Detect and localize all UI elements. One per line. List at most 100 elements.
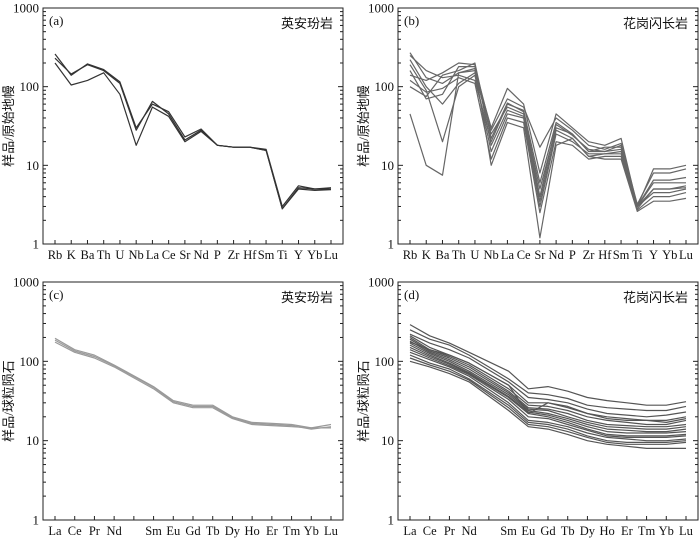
y-tick-label: 10 [26,158,39,173]
series-line-7 [409,77,687,214]
x-tick-label: Sm [145,524,162,538]
x-tick-label: Er [266,524,279,538]
x-tick-label: Hf [243,248,257,262]
x-tick-label: Ho [600,524,615,538]
x-tick-label: Tm [283,524,301,538]
x-tick-label: Ho [245,524,260,538]
series-line-2 [409,329,687,412]
y-tick-label: 1 [388,237,395,252]
series-line-4 [409,64,687,208]
series-line-8 [409,342,687,433]
plot-frame [42,7,344,245]
x-tick-label: Rb [48,248,63,262]
series-line-9 [409,67,687,239]
panel-title: 花岗闪长岩 [623,16,688,31]
x-tick-label: La [146,248,160,262]
x-tick-label: Er [621,524,634,538]
y-tick-label: 100 [375,354,395,369]
x-tick-label: Ba [436,248,450,262]
panel-title: 英安玢岩 [281,16,333,31]
series-line-9 [409,344,687,434]
x-tick-label: Yb [659,524,674,538]
x-tick-label: Lu [679,524,694,538]
x-tick-label: Sm [613,248,630,262]
x-tick-label: U [115,248,124,262]
x-tick-label: La [403,524,417,538]
panel-title: 英安玢岩 [281,290,333,305]
panel-tag: (a) [49,13,63,28]
x-tick-label: Hf [598,248,612,262]
series-line-13 [409,354,687,443]
y-tick-label: 1 [388,513,395,528]
panel-tag: (c) [49,287,63,302]
x-tick-label: Ce [68,524,82,538]
y-axis-label: 样品/球粒陨石 [1,360,16,442]
x-tick-label: Zr [228,248,241,262]
x-tick-label: Eu [521,524,536,538]
y-axis-label: 样品/原始地幔 [1,85,16,167]
series-line-1 [409,324,687,406]
x-tick-label: Dy [580,524,596,538]
plot-frame [397,281,699,521]
x-tick-label: Ce [517,248,531,262]
x-tick-label: U [470,248,479,262]
series-line-1 [54,53,332,208]
x-tick-label: Zr [583,248,596,262]
x-tick-label: Pr [444,524,456,538]
x-tick-label: Ba [81,248,95,262]
x-tick-label: Ce [162,248,176,262]
panel-c: 1 10 100 1000 La Ce Pr Nd Sm Eu Gd Tb Dy Ho Er Tm Yb Lu (c… [1,275,344,538]
x-tick-label: Nd [462,524,478,538]
x-tick-label: Pr [89,524,101,538]
y-tick-label: 100 [375,79,395,94]
x-tick-label: Yb [304,524,319,538]
y-tick-label: 1000 [368,275,394,290]
series-line-4 [409,335,687,421]
x-tick-label: P [569,248,576,262]
x-tick-label: Ce [423,524,437,538]
series-line-10 [409,346,687,437]
x-tick-label: Nd [548,248,564,262]
series-line-15 [409,360,686,449]
series-line-2 [54,339,332,430]
x-tick-label: Nb [484,248,499,262]
series-line-3 [54,62,332,210]
plot-frame [397,7,699,245]
x-tick-label: La [48,524,62,538]
x-tick-label: Nd [193,248,209,262]
panel-d: 1 10 100 1000 La Ce Pr Nd Sm Eu Gd Tb Dy Ho Er Tm Yb Lu (d… [356,275,699,538]
y-tick-label: 1000 [13,275,39,290]
series-line-14 [409,357,687,445]
series-line-8 [409,62,687,208]
x-tick-label: Lu [679,248,694,262]
x-tick-label: Yb [307,248,322,262]
y-tick-label: 1 [33,513,40,528]
x-tick-label: K [422,248,431,262]
panel-a: 1 10 100 1000 Rb K Ba Th U Nb La Ce Sr Nd P Zr Hf Sm Ti Y Yb… [1,1,344,262]
x-tick-label: Lu [324,248,339,262]
x-tick-label: Ti [277,248,288,262]
x-tick-label: Ti [632,248,643,262]
x-tick-label: Sr [179,248,191,262]
x-tick-label: Th [97,248,112,262]
y-tick-label: 10 [381,433,394,448]
x-tick-label: Y [649,248,658,262]
x-tick-label: Gd [540,524,556,538]
x-tick-label: K [67,248,76,262]
series-line-5 [409,66,687,205]
y-tick-label: 1 [33,237,40,252]
series-line-16 [409,341,687,423]
y-tick-label: 100 [20,354,40,369]
x-tick-label: Tm [638,524,656,538]
x-tick-label: Eu [166,524,181,538]
x-tick-label: Dy [225,524,241,538]
x-tick-label: Th [452,248,467,262]
series-line-7 [409,340,687,430]
y-tick-label: 100 [20,79,40,94]
panel-tag: (b) [404,13,419,28]
series-line-6 [409,338,687,428]
x-tick-label: Tb [206,524,220,538]
y-axis-label: 样品/球粒陨石 [356,360,371,442]
x-tick-label: Tb [561,524,575,538]
plot-frame [42,281,344,521]
